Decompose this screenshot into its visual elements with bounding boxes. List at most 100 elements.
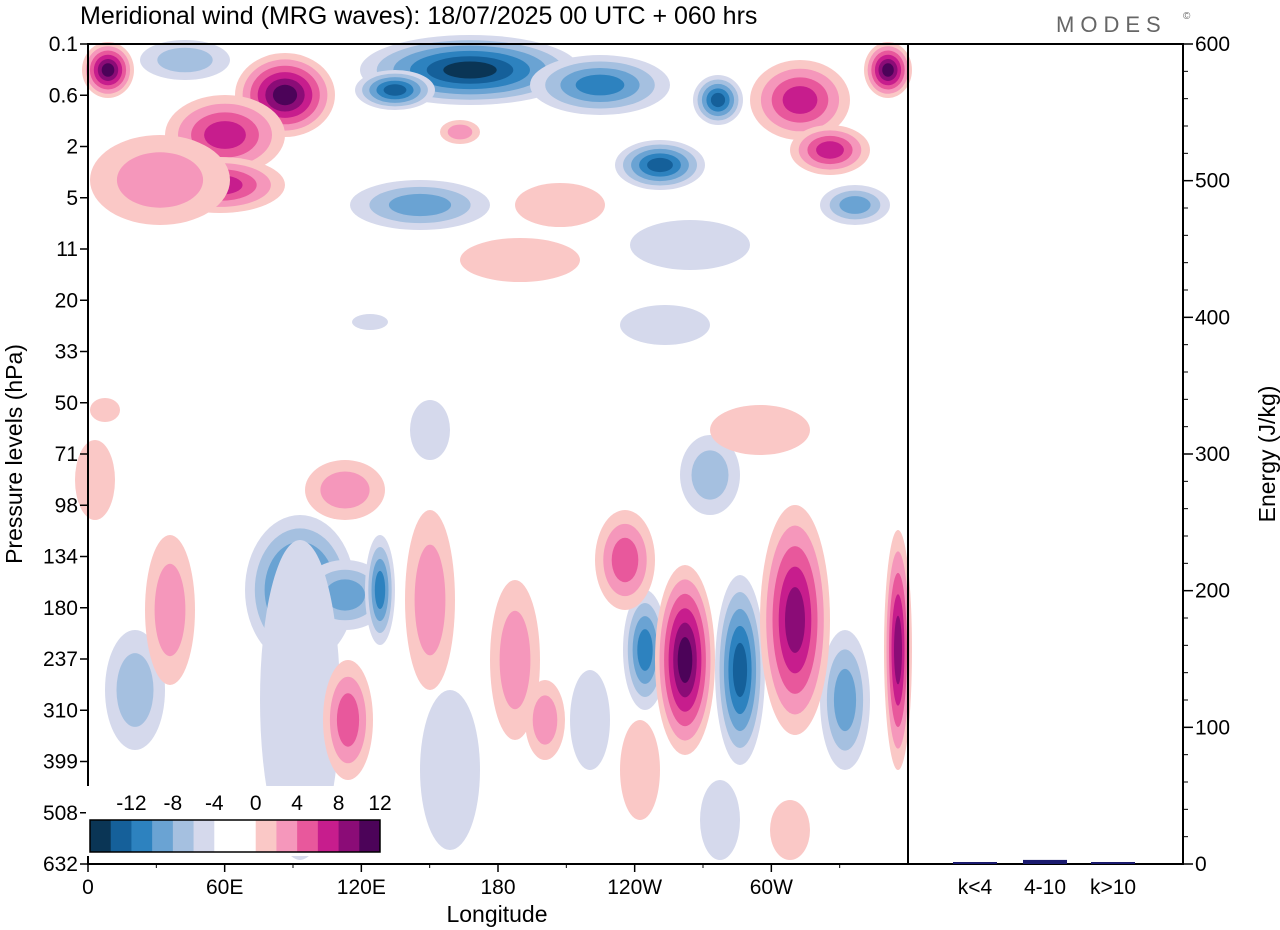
negative-wind-contour — [710, 92, 726, 108]
positive-wind-contour — [710, 405, 810, 455]
colorbar-swatch — [214, 820, 236, 852]
energy-bars: k<4 4-10 k>10 — [953, 859, 1136, 899]
x-tick-label: 0 — [82, 876, 94, 899]
y-tick-label: 237 — [43, 648, 78, 671]
y-tick-label: 0.1 — [49, 33, 78, 56]
colorbar-frame — [89, 819, 381, 853]
energy-axis-label: Energy (J/kg) — [1254, 386, 1280, 523]
negative-wind-contour — [383, 84, 407, 96]
positive-wind-contour — [204, 121, 246, 149]
negative-wind-contour — [691, 450, 729, 500]
positive-wind-contour — [154, 563, 186, 657]
wind-field — [75, 35, 912, 860]
negative-wind-contour — [620, 305, 710, 345]
x-tick-label: 60E — [206, 876, 243, 899]
negative-wind-contour — [260, 540, 340, 860]
y-tick-label: 20 — [55, 289, 78, 312]
positive-wind-contour — [620, 720, 660, 820]
energy-category-label: k<4 — [958, 876, 993, 899]
positive-wind-contour — [336, 693, 360, 747]
negative-wind-contour — [410, 400, 450, 460]
positive-wind-contour — [75, 440, 115, 520]
colorbar-swatch — [110, 820, 132, 852]
positive-wind-contour — [272, 84, 298, 106]
positive-wind-contour — [785, 587, 805, 653]
positive-wind-contour — [101, 63, 115, 77]
y-tick-label: 310 — [43, 699, 78, 722]
energy-bar — [953, 862, 997, 864]
energy-category-label: k>10 — [1090, 876, 1136, 899]
y-axis-label: Pressure levels (hPa) — [1, 344, 27, 564]
y-tick-label: 50 — [55, 392, 78, 415]
y-tick-label: 2 — [66, 136, 78, 159]
colorbar-tick-label: -4 — [205, 792, 224, 815]
positive-wind-contour — [414, 544, 446, 656]
negative-wind-contour — [700, 780, 740, 860]
positive-wind-contour — [894, 615, 902, 685]
x-tick-label: 120W — [607, 876, 662, 899]
negative-wind-contour — [443, 61, 497, 79]
positive-wind-contour — [460, 238, 580, 282]
negative-wind-contour — [839, 196, 871, 214]
colorbar-swatch — [276, 820, 298, 852]
positive-wind-contour — [611, 537, 639, 583]
negative-wind-contour — [833, 668, 857, 732]
negative-wind-contour — [630, 220, 750, 270]
negative-wind-contour — [325, 579, 365, 611]
y-tick-label: 5 — [66, 187, 78, 210]
negative-wind-contour — [575, 74, 625, 96]
positive-wind-contour — [532, 695, 558, 745]
colorbar-swatch — [235, 820, 257, 852]
y-tick-label: 71 — [55, 443, 78, 466]
y-tick-label: 98 — [55, 494, 78, 517]
colorbar-swatch — [255, 820, 277, 852]
energy-bar — [1023, 859, 1067, 864]
negative-wind-contour — [732, 642, 748, 698]
y-tick-label: 508 — [43, 802, 78, 825]
energy-tick-label: 200 — [1195, 580, 1230, 603]
colorbar-swatch — [152, 820, 174, 852]
y-tick-label: 33 — [55, 341, 78, 364]
colorbar-swatch — [297, 820, 319, 852]
colorbar-swatch — [317, 820, 339, 852]
modes-logo: MODES — [1056, 12, 1167, 37]
colorbar-tick-label: 0 — [250, 792, 262, 815]
colorbar-swatch — [172, 820, 194, 852]
negative-wind-contour — [647, 157, 673, 173]
x-axis-label: Longitude — [446, 901, 547, 927]
colorbar-tick-label: -12 — [116, 792, 146, 815]
colorbar-tick-label: 12 — [368, 792, 391, 815]
energy-bar — [1091, 862, 1135, 864]
y-tick-label: 11 — [56, 238, 78, 261]
y-axis: 0.1 0.6 2 5 11 20 33 50 71 98 134 180 237 310 399 508 63… — [43, 33, 88, 876]
energy-tick-label: 300 — [1195, 443, 1230, 466]
energy-tick-label: 500 — [1195, 170, 1230, 193]
positive-wind-contour — [116, 152, 204, 208]
colorbar-swatch — [338, 820, 360, 852]
x-tick-label: 120E — [337, 876, 386, 899]
y-tick-label: 180 — [43, 597, 78, 620]
negative-wind-contour — [116, 653, 154, 727]
energy-category-label: 4-10 — [1024, 876, 1066, 899]
positive-wind-contour — [90, 398, 120, 422]
negative-wind-contour — [420, 690, 480, 850]
positive-wind-contour — [816, 141, 844, 159]
positive-wind-contour — [677, 637, 693, 683]
x-tick-label: 180 — [480, 876, 515, 899]
colorbar: -12 -8 -4 0 4 8 12 — [86, 786, 392, 856]
negative-wind-contour — [388, 193, 452, 217]
colorbar-swatch — [193, 820, 215, 852]
x-axis: 0 60E 120E 180 120W 60W — [82, 864, 841, 899]
y-tick-label: 399 — [43, 751, 78, 774]
colorbar-tick-label: 4 — [291, 792, 303, 815]
colorbar-swatch — [90, 820, 112, 852]
x-tick-label: 60W — [750, 876, 793, 899]
modes-logo-mark: © — [1183, 11, 1191, 22]
negative-wind-contour — [637, 629, 653, 671]
positive-wind-contour — [447, 124, 473, 140]
negative-wind-contour — [570, 670, 610, 770]
colorbar-swatch — [359, 820, 381, 852]
negative-wind-contour — [352, 314, 388, 330]
y-tick-label: 632 — [43, 853, 78, 876]
